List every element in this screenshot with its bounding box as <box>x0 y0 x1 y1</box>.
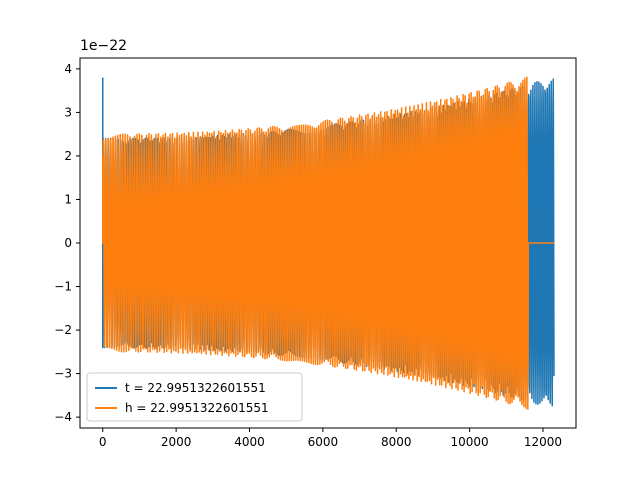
y-tick-label: −4 <box>54 410 72 424</box>
legend-label: t = 22.9951322601551 <box>125 381 266 395</box>
legend-label: h = 22.9951322601551 <box>125 401 269 415</box>
y-tick-label: 0 <box>64 236 72 250</box>
y-axis-scale-label: 1e−22 <box>80 38 127 54</box>
y-tick-label: 2 <box>64 149 72 163</box>
y-tick-label: 4 <box>64 62 72 76</box>
x-tick-label: 8000 <box>381 435 412 449</box>
y-tick-label: 1 <box>64 192 72 206</box>
x-tick-label: 10000 <box>451 435 489 449</box>
x-tick-label: 12000 <box>524 435 562 449</box>
series-line-h <box>102 76 554 410</box>
y-tick-label: 3 <box>64 105 72 119</box>
legend-box <box>86 372 303 422</box>
x-tick-label: 2000 <box>161 435 192 449</box>
y-tick-label: −2 <box>54 323 72 337</box>
y-tick-label: −1 <box>54 280 72 294</box>
legend: t = 22.9951322601551 h = 22.9951322601551 <box>86 372 303 422</box>
y-axis: −4 −3 −2 −1 0 1 2 3 4 <box>54 62 80 424</box>
x-tick-label: 0 <box>99 435 107 449</box>
x-tick-label: 4000 <box>234 435 265 449</box>
x-tick-label: 6000 <box>308 435 339 449</box>
y-tick-label: −3 <box>54 367 72 381</box>
series-layer <box>102 76 555 410</box>
x-axis: 0 2000 4000 6000 8000 10000 12000 <box>99 428 562 449</box>
